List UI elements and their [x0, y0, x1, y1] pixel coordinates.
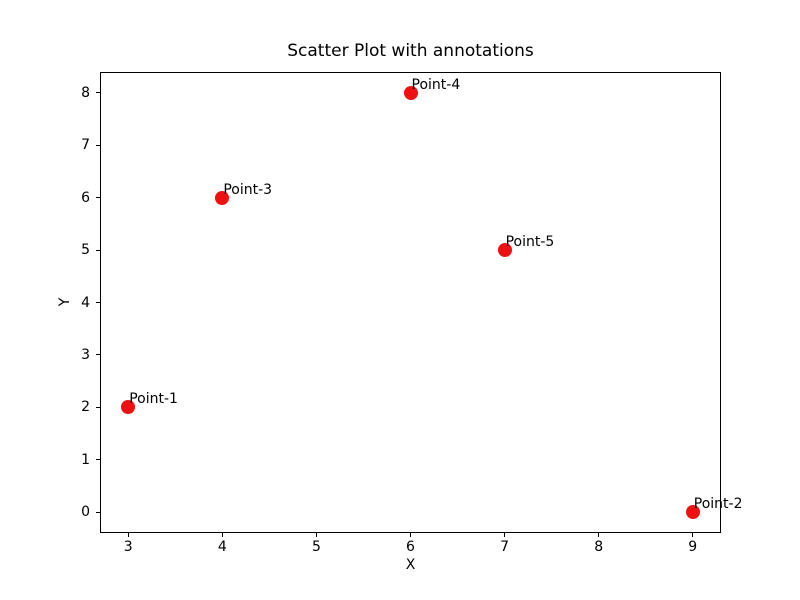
scatter-point-point-5: [497, 243, 512, 258]
x-tick-mark: [221, 533, 223, 537]
y-tick-label: 4: [81, 294, 90, 311]
annotation-point-5: Point-5: [505, 234, 555, 251]
y-tick-label: 3: [81, 346, 90, 363]
x-tick-mark: [504, 533, 506, 537]
chart-title: Scatter Plot with annotations: [287, 41, 534, 61]
y-tick-mark: [96, 354, 100, 356]
scatter-point-point-3: [215, 190, 230, 205]
y-tick-label: 5: [81, 242, 90, 259]
scatter-point-point-2: [685, 505, 700, 520]
y-tick-mark: [96, 302, 100, 303]
x-tick-label: 8: [594, 539, 604, 555]
x-tick-label: 3: [123, 539, 133, 555]
annotation-point-1: Point-1: [129, 391, 178, 408]
x-tick-mark: [410, 533, 411, 537]
scatter-point-point-4: [403, 85, 418, 100]
y-tick-label: 2: [81, 399, 90, 416]
x-tick-mark: [315, 533, 317, 537]
y-tick-label: 8: [81, 84, 90, 101]
y-tick-label: 0: [81, 504, 90, 521]
y-tick-mark: [96, 197, 100, 199]
y-tick-mark: [96, 92, 100, 94]
x-tick-label: 5: [311, 539, 321, 555]
x-tick-label: 9: [688, 539, 698, 555]
annotation-point-4: Point-4: [411, 76, 461, 93]
y-tick-mark: [96, 459, 100, 461]
y-tick-label: 6: [81, 189, 90, 206]
annotation-point-2: Point-2: [693, 496, 743, 513]
x-axis-label: X: [405, 557, 416, 573]
x-tick-mark: [598, 533, 600, 537]
y-tick-mark: [96, 511, 100, 513]
x-tick-mark: [692, 533, 694, 537]
scatter-point-point-1: [121, 400, 136, 415]
y-tick-mark: [96, 249, 100, 251]
plot-area: [100, 72, 721, 533]
annotation-point-3: Point-3: [223, 181, 273, 198]
x-tick-label: 4: [217, 539, 227, 555]
y-tick-mark: [96, 144, 100, 146]
x-tick-label: 7: [500, 539, 510, 555]
x-tick-label: 6: [406, 539, 415, 555]
x-tick-mark: [127, 533, 129, 537]
y-tick-label: 7: [81, 137, 90, 154]
y-tick-label: 1: [81, 451, 90, 468]
y-tick-mark: [96, 406, 100, 408]
